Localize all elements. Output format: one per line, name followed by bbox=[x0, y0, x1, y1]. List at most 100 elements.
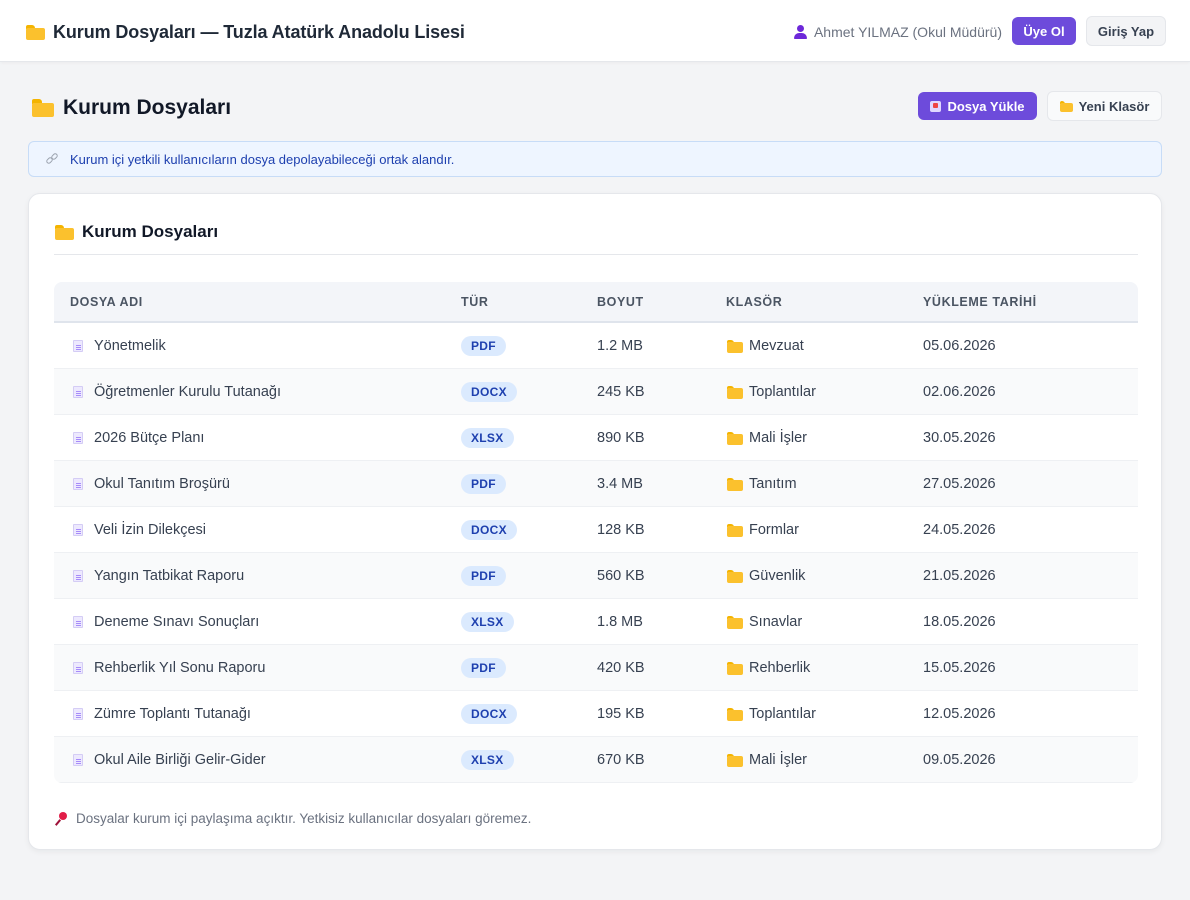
new-folder-button[interactable]: Yeni Klasör bbox=[1047, 91, 1162, 121]
file-folder-cell[interactable]: Toplantılar bbox=[727, 691, 816, 737]
file-folder-cell[interactable]: Güvenlik bbox=[727, 553, 805, 599]
column-header-type[interactable]: TÜR bbox=[461, 295, 489, 309]
upload-file-button[interactable]: Dosya Yükle bbox=[918, 92, 1037, 120]
file-type-badge: XLSX bbox=[461, 612, 514, 632]
folder-icon bbox=[727, 615, 743, 629]
table-header: DOSYA ADI TÜR BOYUT KLASÖR YÜKLEME TARİH… bbox=[54, 282, 1138, 323]
file-type-cell: PDF bbox=[461, 323, 506, 369]
file-folder[interactable]: Tanıtım bbox=[749, 476, 797, 492]
table-row[interactable]: Öğretmenler Kurulu Tutanağı DOCX 245 KB Top… bbox=[54, 369, 1138, 415]
table-row[interactable]: Zümre Toplantı Tutanağı DOCX 195 KB Toplant… bbox=[54, 691, 1138, 737]
current-user: Ahmet YILMAZ (Okul Müdürü) bbox=[793, 22, 1002, 42]
file-name[interactable]: Rehberlik Yıl Sonu Raporu bbox=[94, 660, 266, 676]
card-title: Kurum Dosyaları bbox=[55, 221, 218, 243]
link-icon bbox=[45, 152, 59, 165]
divider bbox=[54, 254, 1138, 255]
file-name-cell[interactable]: Rehberlik Yıl Sonu Raporu bbox=[73, 645, 265, 691]
folder-icon bbox=[727, 431, 743, 445]
file-name[interactable]: Yangın Tatbikat Raporu bbox=[94, 568, 245, 584]
file-folder[interactable]: Mali İşler bbox=[749, 430, 808, 446]
file-name[interactable]: Okul Aile Birliği Gelir-Gider bbox=[94, 752, 266, 768]
column-header-date[interactable]: YÜKLEME TARİHİ bbox=[923, 295, 1037, 309]
file-name-cell[interactable]: Veli İzin Dilekçesi bbox=[73, 507, 206, 553]
file-folder-cell[interactable]: Mali İşler bbox=[727, 415, 807, 461]
file-size: 670 KB bbox=[597, 752, 645, 768]
file-folder-cell[interactable]: Rehberlik bbox=[727, 645, 810, 691]
info-banner: Kurum içi yetkili kullanıcıların dosya d… bbox=[28, 141, 1162, 177]
file-folder-cell[interactable]: Tanıtım bbox=[727, 461, 797, 507]
file-type-cell: XLSX bbox=[461, 737, 514, 783]
column-header-folder[interactable]: KLASÖR bbox=[726, 295, 783, 309]
file-size: 245 KB bbox=[597, 384, 645, 400]
column-header-name[interactable]: DOSYA ADI bbox=[70, 295, 143, 309]
file-name-cell[interactable]: Okul Aile Birliği Gelir-Gider bbox=[73, 737, 266, 783]
file-folder-cell[interactable]: Toplantılar bbox=[727, 369, 816, 415]
file-type-cell: XLSX bbox=[461, 415, 514, 461]
file-size: 560 KB bbox=[597, 568, 645, 584]
info-text: Kurum içi yetkili kullanıcıların dosya d… bbox=[70, 151, 455, 167]
file-folder[interactable]: Mevzuat bbox=[749, 338, 804, 354]
folder-icon bbox=[727, 661, 743, 675]
card-title-text: Kurum Dosyaları bbox=[82, 222, 219, 241]
upload-date: 02.06.2026 bbox=[923, 384, 996, 400]
file-size: 3.4 MB bbox=[597, 476, 643, 492]
file-folder[interactable]: Güvenlik bbox=[749, 568, 806, 584]
file-folder[interactable]: Rehberlik bbox=[749, 660, 811, 676]
folder-icon bbox=[32, 99, 54, 117]
file-name[interactable]: Yönetmelik bbox=[94, 338, 166, 354]
folder-icon bbox=[727, 569, 743, 583]
table-row[interactable]: Yönetmelik PDF 1.2 MB Mevzuat 05.06.2026 bbox=[54, 323, 1138, 369]
file-name[interactable]: Zümre Toplantı Tutanağı bbox=[94, 706, 251, 722]
file-folder[interactable]: Sınavlar bbox=[749, 614, 803, 630]
new-folder-label: Yeni Klasör bbox=[1078, 98, 1150, 114]
upload-date: 05.06.2026 bbox=[923, 338, 996, 354]
file-name-cell[interactable]: Zümre Toplantı Tutanağı bbox=[73, 691, 251, 737]
document-icon bbox=[73, 754, 83, 766]
file-name[interactable]: 2026 Bütçe Planı bbox=[94, 430, 205, 446]
file-type-badge: PDF bbox=[461, 474, 506, 494]
login-button[interactable]: Giriş Yap bbox=[1086, 16, 1166, 46]
file-folder[interactable]: Toplantılar bbox=[749, 706, 816, 722]
file-folder-cell[interactable]: Mali İşler bbox=[727, 737, 807, 783]
file-size: 128 KB bbox=[597, 522, 645, 538]
table-row[interactable]: Rehberlik Yıl Sonu Raporu PDF 420 KB Rehber… bbox=[54, 645, 1138, 691]
brand[interactable]: Kurum Dosyaları — Tuzla Atatürk Anadolu … bbox=[26, 20, 465, 44]
file-folder-cell[interactable]: Sınavlar bbox=[727, 599, 802, 645]
file-folder[interactable]: Formlar bbox=[749, 522, 799, 538]
table-row[interactable]: Okul Tanıtım Broşürü PDF 3.4 MB Tanıtım 27.0… bbox=[54, 461, 1138, 507]
file-name[interactable]: Okul Tanıtım Broşürü bbox=[94, 476, 230, 492]
file-name-cell[interactable]: Yangın Tatbikat Raporu bbox=[73, 553, 244, 599]
footnote-text: Dosyalar kurum içi paylaşıma açıktır. Ye… bbox=[76, 810, 532, 826]
table-row[interactable]: Veli İzin Dilekçesi DOCX 128 KB Formlar 24.0… bbox=[54, 507, 1138, 553]
file-folder-cell[interactable]: Mevzuat bbox=[727, 323, 804, 369]
table-row[interactable]: 2026 Bütçe Planı XLSX 890 KB Mali İşler 30.0… bbox=[54, 415, 1138, 461]
table-row[interactable]: Okul Aile Birliği Gelir-Gider XLSX 670 KB M… bbox=[54, 737, 1138, 783]
file-name-cell[interactable]: Öğretmenler Kurulu Tutanağı bbox=[73, 369, 281, 415]
table-row[interactable]: Yangın Tatbikat Raporu PDF 560 KB Güvenlik 2… bbox=[54, 553, 1138, 599]
top-navbar: Kurum Dosyaları — Tuzla Atatürk Anadolu … bbox=[0, 0, 1190, 62]
document-icon bbox=[73, 386, 83, 398]
upload-date: 27.05.2026 bbox=[923, 476, 996, 492]
file-name-cell[interactable]: 2026 Bütçe Planı bbox=[73, 415, 204, 461]
folder-icon bbox=[55, 224, 74, 240]
file-name-cell[interactable]: Yönetmelik bbox=[73, 323, 166, 369]
upload-date: 18.05.2026 bbox=[923, 614, 996, 630]
file-name[interactable]: Deneme Sınavı Sonuçları bbox=[94, 614, 260, 630]
file-folder[interactable]: Toplantılar bbox=[749, 384, 816, 400]
page-title: Kurum Dosyaları bbox=[32, 95, 231, 121]
files-table: DOSYA ADI TÜR BOYUT KLASÖR YÜKLEME TARİH… bbox=[54, 282, 1138, 783]
file-name-cell[interactable]: Deneme Sınavı Sonuçları bbox=[73, 599, 259, 645]
file-type-cell: DOCX bbox=[461, 507, 517, 553]
file-folder[interactable]: Mali İşler bbox=[749, 752, 808, 768]
document-icon bbox=[73, 340, 83, 352]
column-header-size[interactable]: BOYUT bbox=[597, 295, 644, 309]
file-name[interactable]: Veli İzin Dilekçesi bbox=[94, 522, 207, 538]
file-name-cell[interactable]: Okul Tanıtım Broşürü bbox=[73, 461, 230, 507]
file-name[interactable]: Öğretmenler Kurulu Tutanağı bbox=[94, 384, 281, 400]
file-folder-cell[interactable]: Formlar bbox=[727, 507, 799, 553]
register-button[interactable]: Üye Ol bbox=[1012, 17, 1076, 45]
file-type-badge: XLSX bbox=[461, 750, 514, 770]
document-icon bbox=[73, 432, 83, 444]
upload-date: 09.05.2026 bbox=[923, 752, 996, 768]
table-row[interactable]: Deneme Sınavı Sonuçları XLSX 1.8 MB Sınavla… bbox=[54, 599, 1138, 645]
